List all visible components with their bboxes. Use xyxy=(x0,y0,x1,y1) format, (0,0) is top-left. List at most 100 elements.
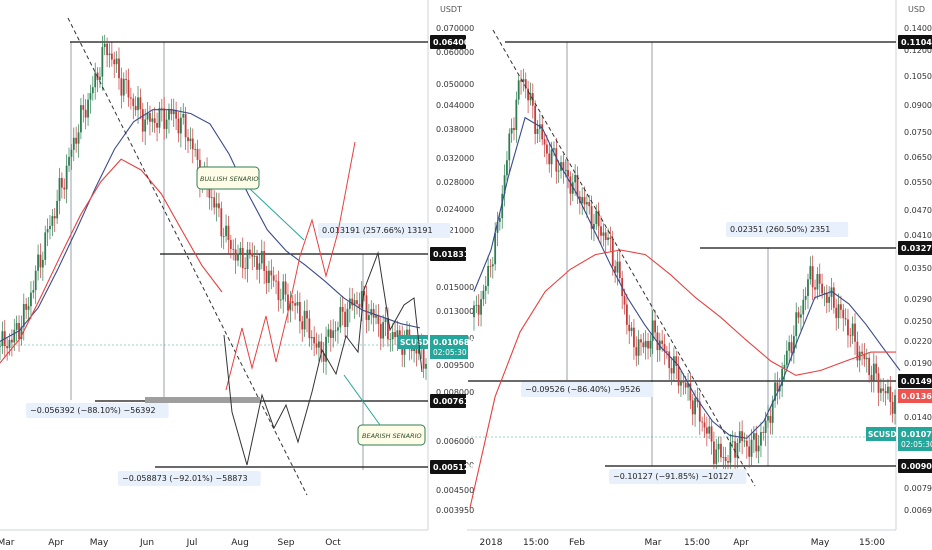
x-tick-label: Jul xyxy=(186,538,198,548)
candle-body xyxy=(823,292,826,294)
candle-body xyxy=(487,265,490,287)
measurement-box xyxy=(118,471,261,486)
candle-body xyxy=(22,303,25,327)
candle-body xyxy=(260,250,263,264)
candle-body xyxy=(567,170,569,177)
candle-body xyxy=(600,226,602,236)
candle-body xyxy=(270,270,273,276)
x-tick-label: Apr xyxy=(733,538,749,548)
candle-body xyxy=(80,105,82,133)
candle-body xyxy=(665,351,668,353)
candle-body xyxy=(788,342,791,351)
candle-body xyxy=(863,353,866,360)
candle-body xyxy=(358,303,361,308)
candle-body xyxy=(120,78,123,96)
candle-body xyxy=(870,375,873,381)
candle-body xyxy=(398,330,401,336)
candle-body xyxy=(417,344,420,354)
bearish-callout-line xyxy=(343,374,381,426)
candle-body xyxy=(320,341,323,354)
measurement-label: −0.10127 (−91.85%) −10127 xyxy=(613,472,733,481)
candle-body xyxy=(256,256,258,270)
dashed-trend-line xyxy=(67,17,308,496)
candle-body xyxy=(588,202,591,207)
candle-body xyxy=(113,59,116,65)
candle-body xyxy=(501,193,504,219)
candle-body xyxy=(396,330,399,338)
candle-body xyxy=(103,43,106,48)
candle-body xyxy=(310,336,313,339)
candle-body xyxy=(246,249,249,269)
candle-body xyxy=(391,332,394,340)
candle-body xyxy=(187,137,189,142)
y-tick-label: 0.006000 xyxy=(436,437,474,446)
candle-body xyxy=(72,137,75,150)
bearish-scenario-box xyxy=(357,424,426,446)
y-tick-label: 0.038000 xyxy=(436,125,474,134)
candle-body xyxy=(422,345,425,369)
candle-body xyxy=(729,442,732,463)
candle-body xyxy=(127,79,130,98)
candle-body xyxy=(229,240,232,249)
candle-body xyxy=(339,307,342,328)
candle-body xyxy=(849,335,852,337)
candle-body xyxy=(15,323,18,330)
candle-body xyxy=(184,114,187,138)
candle-body xyxy=(372,309,375,318)
candle-body xyxy=(168,108,170,120)
price-level-tag xyxy=(898,459,932,473)
candle-body xyxy=(8,339,11,349)
candle-body xyxy=(691,400,694,415)
candle-body xyxy=(46,229,49,233)
candle-body xyxy=(557,170,560,172)
candle-body xyxy=(384,317,387,323)
candle-body xyxy=(548,153,551,165)
candle-body xyxy=(802,299,805,315)
price-level-label: 0.018310 xyxy=(433,250,475,259)
candle-body xyxy=(189,138,192,142)
y-tick-label: 0.024000 xyxy=(436,205,474,214)
candle-body xyxy=(894,395,896,414)
candle-body xyxy=(743,440,746,442)
candle-body xyxy=(108,53,111,56)
candle-body xyxy=(865,357,868,360)
candle-body xyxy=(851,323,854,336)
candle-body xyxy=(673,356,675,374)
candle-body xyxy=(325,336,327,362)
candle-body xyxy=(315,343,318,348)
y-tick-label: 0.032000 xyxy=(436,154,474,163)
candle-body xyxy=(680,380,682,386)
candle-body xyxy=(818,273,821,284)
candle-body xyxy=(313,336,316,344)
candle-body xyxy=(13,329,16,343)
candle-body xyxy=(379,323,382,339)
bullish-projection-path xyxy=(225,141,356,391)
red-moving-average xyxy=(469,249,896,508)
price-level-label: 0.01498 xyxy=(901,377,932,386)
x-tick-label: Mar xyxy=(0,538,15,548)
candle-body xyxy=(365,295,368,320)
measurement-label: 0.02351 (260.50%) 2351 xyxy=(730,225,830,234)
candle-body xyxy=(377,315,380,324)
candle-body xyxy=(303,310,306,330)
last-price-label: 0.01365 xyxy=(901,392,932,401)
consolidation-zone xyxy=(145,397,260,403)
x-tick-label: Apr xyxy=(48,538,64,548)
candle-body xyxy=(623,296,626,305)
price-level-tag xyxy=(898,35,932,49)
candle-body xyxy=(607,237,609,240)
candle-body xyxy=(844,318,847,320)
candle-body xyxy=(341,307,344,312)
candle-body xyxy=(222,236,225,237)
candle-body xyxy=(708,426,711,434)
candle-body xyxy=(517,80,520,100)
candle-body xyxy=(334,330,337,332)
candle-body xyxy=(37,254,39,271)
candle-body xyxy=(811,266,814,288)
candle-body xyxy=(248,249,251,254)
candle-body xyxy=(1,331,4,347)
